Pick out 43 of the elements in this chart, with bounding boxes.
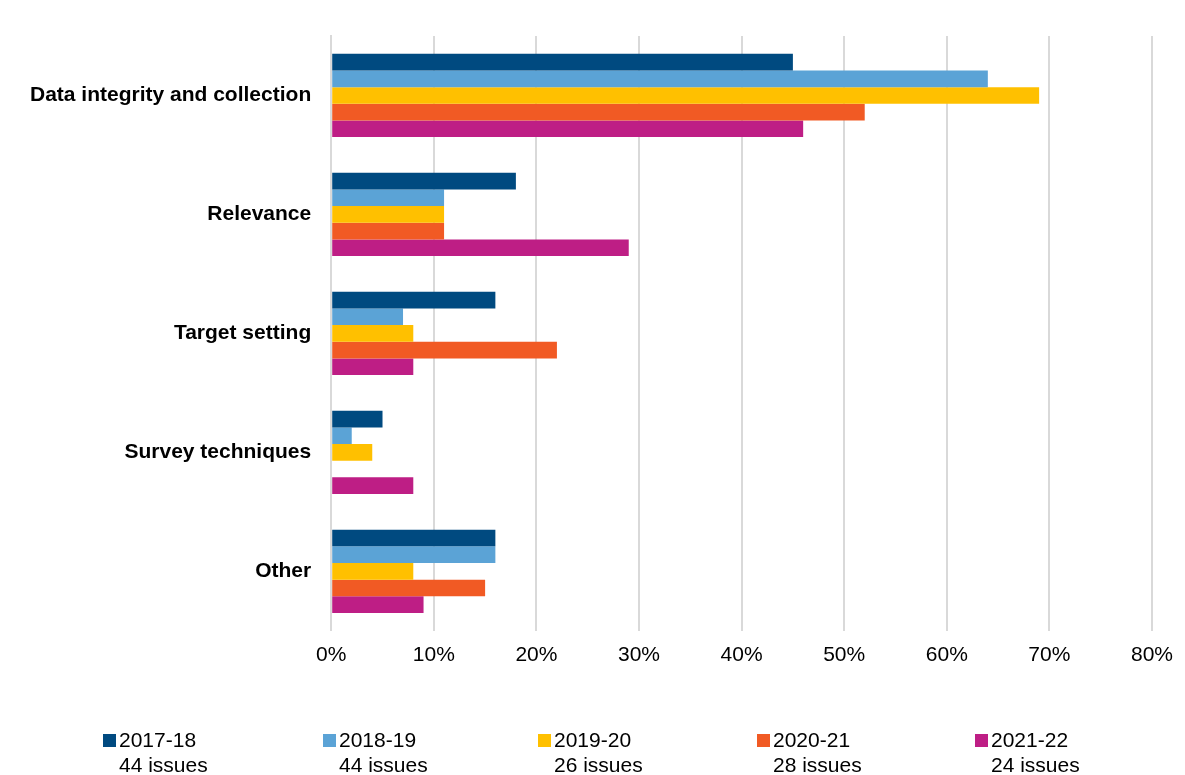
x-tick-label: 20% [515,642,558,666]
bar [332,70,988,88]
x-tick-label: 60% [925,642,968,666]
legend-label: 2019-20 26 issues [554,728,643,775]
y-tick-label: Target setting [173,320,312,344]
bar [332,579,486,597]
x-tick-label: 0% [316,642,347,666]
bar [332,477,414,494]
bar [332,546,496,563]
bar [332,222,445,240]
bar [332,53,793,71]
x-tick-label: 50% [823,642,866,666]
x-tick-label: 80% [1130,642,1173,666]
x-tick-label: 70% [1028,642,1071,666]
y-tick-label: Relevance [207,201,312,225]
legend-label: 2017-18 44 issues [119,728,208,775]
bar [332,444,373,461]
bar [332,308,404,326]
x-tick-label: 30% [617,642,661,666]
bar [332,562,414,580]
bar [332,189,445,207]
bar [332,87,1040,104]
legend-label: 2021-22 24 issues [991,728,1080,775]
bar [332,172,516,190]
legend-label: 2020-21 28 issues [773,728,862,775]
bar [332,103,865,121]
bar [332,410,383,428]
y-tick-label: Data integrity and collection [29,82,312,106]
bar [332,291,496,309]
bar [332,120,804,138]
bar [332,358,414,376]
bar [332,239,629,257]
bar [332,427,352,445]
x-tick-label: 40% [720,642,763,666]
bar [332,325,414,342]
bar [332,206,445,223]
x-tick-label: 10% [412,642,455,666]
bar [332,596,424,613]
y-tick-label: Other [255,558,312,582]
bar [332,529,496,547]
bar [332,341,557,359]
legend-label: 2018-19 44 issues [339,728,428,775]
y-tick-label: Survey techniques [124,439,312,463]
